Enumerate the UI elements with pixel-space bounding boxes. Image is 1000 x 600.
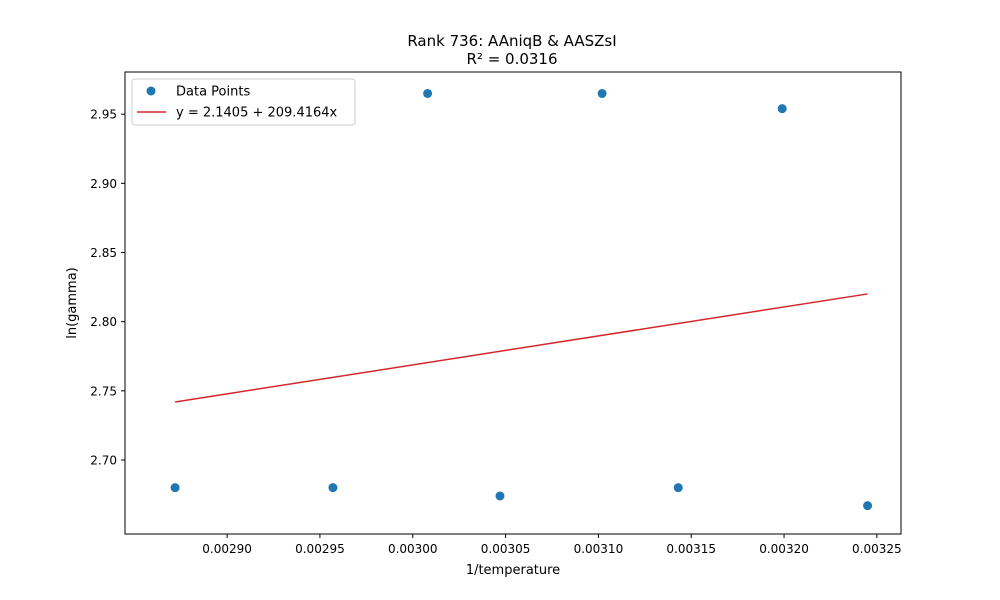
plot-area <box>170 88 873 511</box>
chart-subtitle: R² = 0.0316 <box>466 50 557 68</box>
plot-frame <box>124 71 902 535</box>
chart-title: Rank 736: AAniqB & AASZsI <box>407 32 616 50</box>
data-point-6 <box>673 483 683 493</box>
y-tick-label: 2.85 <box>90 246 117 260</box>
data-point-2 <box>328 483 338 493</box>
fit-line <box>175 293 868 403</box>
data-point-3 <box>423 88 433 98</box>
y-tick-label: 2.70 <box>90 453 117 467</box>
legend-box <box>131 78 356 126</box>
y-tick-label: 2.95 <box>90 108 117 122</box>
y-tick-label: 2.80 <box>90 315 117 329</box>
data-point-1 <box>170 483 180 493</box>
x-axis: 0.00290 0.00295 0.00300 0.00305 0.00310 0.003… <box>202 534 902 556</box>
y-tick-label: 2.75 <box>90 384 117 398</box>
y-tick-label: 2.90 <box>90 177 117 191</box>
legend: Data Points y = 2.1405 + 209.4164x <box>131 78 356 126</box>
y-axis-label: ln(gamma) <box>65 267 80 339</box>
x-tick-label: 0.00310 <box>574 542 624 556</box>
data-point-4 <box>495 491 505 501</box>
x-tick-label: 0.00315 <box>666 542 716 556</box>
x-axis-label: 1/temperature <box>466 563 560 578</box>
data-point-5 <box>597 88 607 98</box>
x-tick-label: 0.00305 <box>481 542 531 556</box>
data-point-8 <box>863 501 873 511</box>
x-tick-label: 0.00290 <box>202 542 252 556</box>
legend-label-data-points: Data Points <box>176 85 250 100</box>
x-tick-label: 0.00320 <box>759 542 809 556</box>
legend-label-fit-line: y = 2.1405 + 209.4164x <box>176 106 338 121</box>
y-axis: 2.70 2.75 2.80 2.85 2.90 2.95 <box>90 108 125 467</box>
legend-marker-data-points <box>146 86 156 96</box>
data-point-7 <box>777 104 787 114</box>
x-tick-label: 0.00325 <box>852 542 902 556</box>
x-tick-label: 0.00300 <box>388 542 438 556</box>
x-tick-label: 0.00295 <box>295 542 345 556</box>
